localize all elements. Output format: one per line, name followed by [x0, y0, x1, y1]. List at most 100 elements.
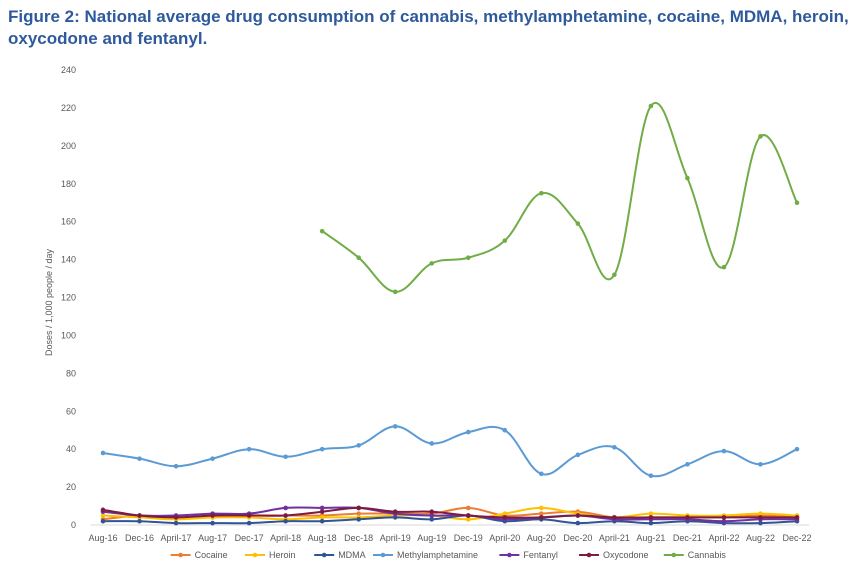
y-tick-labels: 0 20 40 60 80 100 120 140 160 180 200 220 240	[61, 65, 76, 530]
legend-label-cocaine: Cocaine	[195, 550, 228, 560]
legend: Cocaine Heroin MDMA Methylamphetamine Fentan…	[170, 550, 726, 560]
data-point-oxycodone	[283, 513, 288, 518]
legend-item-methylamphetamine: Methylamphetamine	[373, 550, 478, 560]
series-cannabis	[319, 102, 800, 295]
data-point-mdma	[137, 518, 142, 524]
data-point-mdma	[100, 518, 106, 524]
data-point-oxycodone	[685, 515, 690, 520]
legend-label-heroin: Heroin	[269, 550, 296, 560]
data-point-oxycodone	[465, 513, 471, 518]
series-lines	[100, 102, 800, 526]
x-tick-label: Dec-20	[563, 533, 592, 543]
data-point-heroin	[648, 511, 654, 516]
data-point-cannabis	[429, 261, 435, 266]
y-tick-label: 40	[66, 444, 76, 454]
data-point-mdma	[575, 520, 581, 526]
data-point-cannabis	[319, 228, 325, 234]
legend-item-cannabis: Cannabis	[663, 550, 726, 560]
y-tick-label: 60	[66, 406, 76, 416]
series-methylamphetamine	[100, 424, 800, 479]
y-axis-title: Doses / 1,000 people / day	[44, 248, 54, 356]
chart-title: Figure 2: National average drug consumpt…	[8, 7, 849, 48]
legend-marker-mdma	[321, 552, 327, 558]
data-point-cocaine	[356, 511, 361, 516]
legend-label-methylamphetamine: Methylamphetamine	[397, 550, 478, 560]
data-point-oxycodone	[648, 515, 654, 520]
data-point-methylamphetamine	[283, 454, 288, 460]
data-point-oxycodone	[794, 515, 800, 520]
x-tick-label: Aug-22	[746, 533, 775, 543]
legend-item-mdma: MDMA	[314, 550, 366, 560]
y-tick-label: 160	[61, 217, 76, 227]
x-tick-label: April-19	[380, 533, 411, 543]
data-point-oxycodone	[356, 505, 361, 511]
data-point-cannabis	[392, 289, 398, 295]
x-tick-label: Dec-18	[344, 533, 373, 543]
x-tick-labels: Aug-16 Dec-16 April-17 Aug-17 Dec-17 April-18…	[88, 533, 811, 543]
data-point-cannabis	[465, 255, 471, 260]
x-tick-label: Aug-16	[88, 533, 117, 543]
y-tick-label: 0	[71, 520, 76, 530]
y-tick-label: 180	[61, 179, 76, 189]
data-point-heroin	[758, 511, 763, 516]
y-tick-label: 20	[66, 482, 76, 492]
data-point-methylamphetamine	[685, 462, 690, 467]
data-point-methylamphetamine	[721, 448, 727, 454]
y-tick-label: 100	[61, 330, 76, 340]
data-point-oxycodone	[502, 515, 508, 520]
data-point-methylamphetamine	[319, 446, 325, 452]
data-point-cannabis	[612, 272, 617, 278]
data-point-heroin	[502, 511, 508, 516]
y-tick-label: 140	[61, 255, 76, 265]
x-tick-label: Aug-21	[636, 533, 665, 543]
data-point-oxycodone	[575, 513, 581, 518]
y-tick-label: 220	[61, 103, 76, 113]
data-point-methylamphetamine	[100, 450, 106, 456]
x-tick-label: Dec-17	[235, 533, 264, 543]
data-point-methylamphetamine	[210, 456, 215, 461]
series-line-oxycodone	[102, 506, 797, 519]
data-point-oxycodone	[319, 509, 325, 515]
data-point-mdma	[210, 520, 215, 526]
legend-marker-oxycodone	[586, 552, 592, 558]
data-point-cannabis	[356, 255, 361, 260]
x-tick-label: Aug-17	[198, 533, 227, 543]
data-point-oxycodone	[173, 515, 179, 520]
series-oxycodone	[100, 505, 800, 520]
data-point-mdma	[392, 515, 398, 520]
legend-marker-methylamphetamine	[380, 552, 386, 558]
legend-item-cocaine: Cocaine	[170, 550, 228, 560]
x-tick-label: Dec-16	[125, 533, 154, 543]
data-point-methylamphetamine	[575, 452, 581, 458]
x-tick-label: April-22	[708, 533, 739, 543]
legend-marker-fentanyl	[507, 552, 512, 558]
data-point-methylamphetamine	[246, 446, 252, 452]
data-point-cannabis	[539, 190, 544, 196]
data-point-heroin	[539, 505, 544, 511]
data-point-mdma	[319, 518, 325, 524]
data-point-heroin	[319, 515, 325, 520]
legend-label-oxycodone: Oxycodone	[603, 550, 649, 560]
data-point-fentanyl	[429, 513, 435, 518]
data-point-oxycodone	[758, 515, 763, 520]
data-point-heroin	[465, 517, 471, 522]
data-point-cannabis	[575, 221, 581, 226]
data-point-mdma	[356, 517, 361, 522]
data-point-cannabis	[502, 238, 508, 243]
data-point-methylamphetamine	[648, 473, 654, 479]
x-tick-label: Aug-18	[308, 533, 337, 543]
data-point-oxycodone	[246, 513, 252, 518]
data-point-methylamphetamine	[539, 471, 544, 477]
data-point-oxycodone	[721, 515, 727, 520]
data-point-fentanyl	[721, 518, 727, 524]
legend-marker-cannabis	[671, 552, 677, 558]
data-point-methylamphetamine	[794, 446, 800, 452]
x-tick-label: Dec-19	[454, 533, 483, 543]
y-tick-label: 200	[61, 141, 76, 151]
y-tick-label: 80	[66, 368, 76, 378]
series-line-cannabis	[321, 102, 798, 293]
series-line-methylamphetamine	[102, 425, 798, 478]
x-tick-label: April-21	[599, 533, 630, 543]
data-point-mdma	[758, 520, 763, 526]
